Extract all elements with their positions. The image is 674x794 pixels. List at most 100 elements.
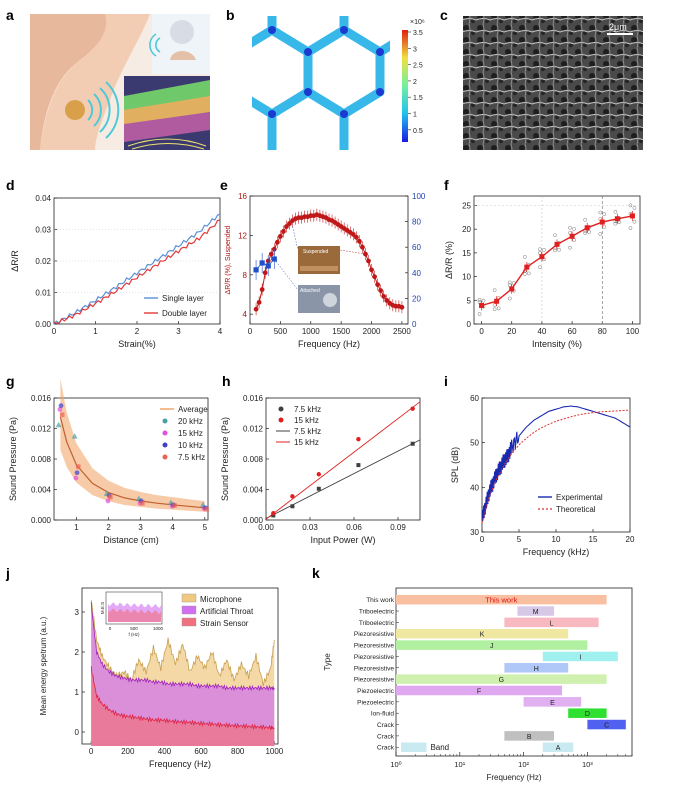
range-bar: [542, 651, 618, 662]
colorbar-exponent: ×10⁶: [410, 19, 425, 26]
data-point: [277, 233, 283, 239]
x-axis-label: Input Power (W): [310, 535, 375, 545]
raw-point: [598, 210, 603, 215]
range-bar: [587, 719, 626, 730]
x-tick-label: 10³: [582, 760, 593, 769]
legend-label: Single layer: [162, 294, 204, 303]
x-tick-label: 1000: [265, 747, 283, 756]
y-tick-label: 0.00: [35, 320, 51, 329]
inset-connector: [339, 249, 366, 255]
legend-label: 10 kHz: [178, 441, 203, 450]
legend-label: 15 kHz: [294, 438, 319, 447]
plot-frame: [395, 587, 633, 757]
type-label: Piezoresistive: [354, 631, 394, 638]
y-right-tick-label: 80: [412, 218, 421, 227]
raw-point: [628, 226, 633, 231]
x-tick-label: 10²: [518, 760, 529, 769]
y-axis-label: Mean energy spetrum (a.u.): [39, 616, 48, 715]
data-point: [410, 441, 415, 446]
x-tick-label: 2: [106, 523, 111, 532]
type-label: Piezoelectric: [357, 699, 395, 706]
raw-point: [477, 297, 482, 302]
raw-point: [542, 248, 546, 252]
x-axis-label: Frequency (kHz): [523, 547, 590, 557]
data-point: [57, 407, 63, 412]
x-axis-label: Frequency (Hz): [486, 773, 541, 782]
data-point: [204, 507, 209, 512]
data-point: [259, 260, 265, 266]
raw-point: [538, 247, 542, 252]
y-tick-label: 0.004: [31, 486, 52, 495]
y-tick-label: 0.008: [243, 455, 264, 464]
x-axis-label: Strain(%): [118, 339, 156, 349]
fit-line: [265, 439, 421, 519]
colorbar-tick-label: 2.5: [413, 63, 423, 70]
range-bar: [396, 674, 607, 684]
data-point: [356, 238, 362, 244]
x-tick-label: 10⁰: [390, 760, 401, 769]
data-point: [554, 241, 560, 247]
raw-point: [526, 271, 531, 276]
panel-label-g: g: [6, 373, 15, 389]
raw-point: [492, 307, 497, 312]
raw-point: [598, 232, 603, 236]
y-tick-label: 0: [467, 320, 472, 329]
bar-label: A: [556, 745, 561, 752]
bar-label: B: [527, 734, 532, 741]
data-point: [259, 287, 265, 292]
y-tick-label: 0.016: [243, 394, 264, 403]
y-tick-label: 8: [243, 271, 248, 280]
range-bar: [542, 742, 574, 753]
data-point: [494, 298, 500, 304]
series-line: [90, 599, 275, 687]
legend-label: Band: [430, 743, 449, 752]
confidence-band: [60, 378, 205, 512]
series-area: [91, 602, 275, 746]
data-point: [58, 403, 64, 409]
colorbar-tick-label: 3.5: [413, 30, 423, 37]
y-tick-label: 3: [75, 608, 80, 617]
bar-label: F: [477, 688, 481, 695]
data-point: [366, 258, 371, 264]
y-tick-label: 0.03: [35, 226, 51, 235]
legend-swatch: [401, 742, 427, 753]
legend-swatch: [162, 418, 168, 424]
panel-g-chart: 1 2 3 4 5 0.000 0.004 0.008 0.012 0.016 Distance (…: [8, 378, 209, 545]
sound-wave-icon: [87, 81, 120, 139]
x-tick-label: 400: [158, 747, 172, 756]
raw-point: [602, 224, 607, 229]
y-tick-label: 40: [470, 483, 479, 492]
panel-label-f: f: [444, 177, 449, 193]
bar-label: C: [604, 723, 609, 730]
data-point: [509, 286, 515, 292]
y-right-tick-label: 40: [412, 269, 421, 278]
panel-d-chart: 0 1 2 3 4 0.00 0.01 0.02 0.03 0.04 Strain(%) ΔR/R Si…: [10, 194, 223, 349]
data-point: [108, 494, 113, 500]
colorbar: [402, 30, 408, 142]
x-tick-label: 60: [568, 327, 577, 336]
data-point: [105, 498, 111, 504]
data-point: [71, 433, 78, 439]
range-bar: [517, 606, 555, 616]
x-tick-label: 600: [194, 747, 208, 756]
raw-point: [481, 298, 486, 303]
raw-point: [492, 288, 497, 293]
data-point: [353, 234, 359, 240]
data-point: [369, 267, 374, 273]
data-point: [372, 274, 377, 280]
panel-h-chart: 0.00 0.03 0.06 0.09 0.000 0.004 0.008 0.012 0.01…: [220, 394, 421, 545]
data-point: [524, 264, 530, 270]
raw-point: [553, 233, 557, 238]
x-tick-label: 1500: [332, 327, 350, 336]
series-line: [53, 219, 221, 324]
data-point: [584, 225, 590, 231]
legend-label: Average: [178, 405, 208, 414]
x-tick-label: 10: [552, 535, 561, 544]
x-tick-label: 0: [89, 747, 94, 756]
inset-x-tick: 500: [130, 626, 138, 631]
panel-label-h: h: [222, 373, 231, 389]
x-tick-label: 0: [480, 535, 485, 544]
legend-label: Experimental: [556, 493, 603, 502]
x-tick-label: 1: [93, 327, 98, 336]
y-tick-label: 0: [75, 728, 80, 737]
